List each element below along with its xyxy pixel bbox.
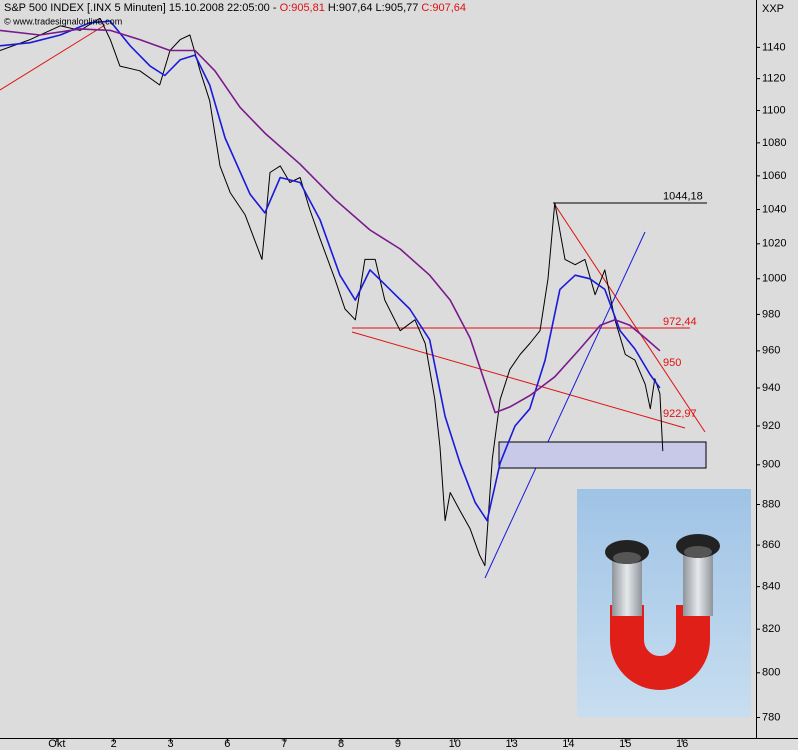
x-tick-label: Okt xyxy=(48,738,65,750)
x-tick-label: 13 xyxy=(505,738,517,750)
y-tick-label: 1100 xyxy=(762,104,786,116)
y-tick-label: 820 xyxy=(762,623,780,635)
y-tick-label: 780 xyxy=(762,711,780,723)
plot-area xyxy=(0,17,664,567)
close-label: C:907,64 xyxy=(421,2,466,14)
y-tick-label: 1020 xyxy=(762,238,786,250)
header-background xyxy=(0,0,475,18)
trend-line xyxy=(554,204,706,433)
trend-line xyxy=(351,331,686,429)
annotation-label: 972,44 xyxy=(663,316,697,328)
x-tick-label: 2 xyxy=(111,738,117,750)
x-tick-label: 14 xyxy=(562,738,574,750)
annotation-label: 922,97 xyxy=(663,408,697,420)
series-line xyxy=(0,20,661,522)
x-tick-label: 9 xyxy=(395,738,401,750)
chart-title: S&P 500 INDEX [.INX 5 Minuten] 15.10.200… xyxy=(4,2,280,14)
open-label: O:905,81 xyxy=(280,2,325,14)
x-tick-label: 3 xyxy=(167,738,173,750)
trend-line xyxy=(0,24,106,91)
target-zone xyxy=(498,441,707,469)
y-tick-label: 1000 xyxy=(762,273,786,285)
x-tick-label: 15 xyxy=(619,738,631,750)
x-tick-label: 7 xyxy=(281,738,287,750)
x-tick-label: 10 xyxy=(449,738,461,750)
y-tick-label: 980 xyxy=(762,308,780,320)
y-tick-label: 1080 xyxy=(762,137,786,149)
y-tick-label: 860 xyxy=(762,539,780,551)
y-tick-label: 1140 xyxy=(762,41,786,53)
y-tick-label: 960 xyxy=(762,345,780,357)
x-tick-label: 6 xyxy=(224,738,230,750)
source: © www.tradesignalonline.com xyxy=(4,16,122,26)
y-tick-label: 1120 xyxy=(762,73,786,85)
y-tick-label: 920 xyxy=(762,420,780,432)
x-tick-label: 16 xyxy=(676,738,688,750)
y-tick-label: 880 xyxy=(762,498,780,510)
trend-line xyxy=(484,231,646,579)
y-tick-label: 840 xyxy=(762,581,780,593)
high-low-label: H:907,64 L:905,77 xyxy=(328,2,419,14)
y-tick-label: 1040 xyxy=(762,203,786,215)
y-tick-label: 1060 xyxy=(762,170,786,182)
y-tick-label: 800 xyxy=(762,667,780,679)
series-line xyxy=(0,17,664,567)
y-tick-label: 900 xyxy=(762,459,780,471)
annotation-label: 950 xyxy=(663,357,681,369)
magnet-image xyxy=(577,489,751,717)
axis-label: XXP xyxy=(762,3,784,15)
y-tick-label: 940 xyxy=(762,382,780,394)
chart-header: S&P 500 INDEX [.INX 5 Minuten] 15.10.200… xyxy=(4,2,466,14)
x-tick-label: 8 xyxy=(338,738,344,750)
annotation-label: 1044,18 xyxy=(663,190,703,202)
series-line xyxy=(0,28,661,414)
